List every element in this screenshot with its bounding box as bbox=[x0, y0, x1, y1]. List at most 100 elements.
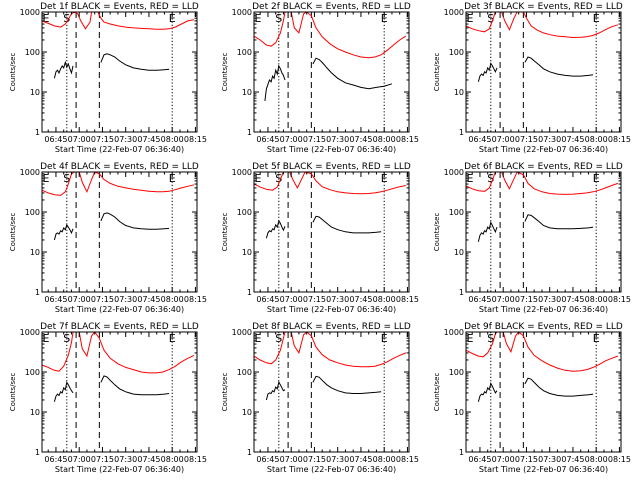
y-tick-label: 100 bbox=[237, 208, 252, 217]
panel-title: Det 4f BLACK = Events, RED = LLD bbox=[40, 162, 199, 172]
series-events-line bbox=[312, 375, 382, 394]
y-tick-label: 10 bbox=[242, 248, 252, 257]
marker-label: S bbox=[275, 332, 282, 345]
x-tick-label: 07:00 bbox=[492, 295, 515, 304]
x-tick-label: 06:45 bbox=[44, 295, 67, 304]
y-axis-label: Counts/sec bbox=[433, 53, 441, 92]
x-tick-label: 08:00 bbox=[373, 295, 396, 304]
y-tick-label: 100 bbox=[449, 368, 464, 377]
x-tick-label: 07:45 bbox=[561, 295, 584, 304]
series-events-line bbox=[312, 57, 393, 90]
marker-label: E bbox=[593, 172, 600, 185]
x-tick-label: 08:15 bbox=[608, 135, 631, 144]
x-axis-label: Start Time (22-Feb-07 06:36:40) bbox=[55, 145, 184, 154]
x-tick-label: 08:15 bbox=[184, 455, 207, 464]
y-tick-label: 1000 bbox=[232, 328, 252, 337]
marker-label: S bbox=[63, 172, 70, 185]
y-tick-label: 10 bbox=[242, 88, 252, 97]
panel-title: Det 5f BLACK = Events, RED = LLD bbox=[252, 162, 411, 172]
series-events-line bbox=[524, 214, 594, 230]
x-tick-label: 07:15 bbox=[515, 135, 538, 144]
y-tick-label: 100 bbox=[237, 368, 252, 377]
x-tick-label: 07:15 bbox=[303, 135, 326, 144]
panel-title: Det 6f BLACK = Events, RED = LLD bbox=[464, 162, 623, 172]
series-lld-line bbox=[253, 11, 407, 59]
x-tick-label: 07:00 bbox=[68, 295, 91, 304]
y-tick-label: 10 bbox=[454, 248, 464, 257]
x-tick-label: 08:15 bbox=[396, 295, 419, 304]
x-tick-label: 08:15 bbox=[608, 455, 631, 464]
series-lld-line bbox=[465, 331, 619, 372]
marker-label: E bbox=[593, 332, 600, 345]
y-tick-label: 100 bbox=[449, 208, 464, 217]
x-tick-label: 07:30 bbox=[326, 295, 349, 304]
y-tick-label: 100 bbox=[25, 48, 40, 57]
x-tick-label: 07:45 bbox=[349, 295, 372, 304]
marker-label: E bbox=[467, 172, 474, 185]
series-events-line bbox=[100, 212, 170, 230]
x-tick-label: 07:15 bbox=[91, 135, 114, 144]
y-tick-label: 1000 bbox=[20, 168, 40, 177]
marker-label: E bbox=[43, 12, 50, 25]
series-lld-line bbox=[41, 331, 195, 374]
panel-title: Det 2f BLACK = Events, RED = LLD bbox=[252, 2, 411, 12]
x-axis-label: Start Time (22-Feb-07 06:36:40) bbox=[479, 145, 608, 154]
series-events-line bbox=[524, 377, 594, 397]
panel-title: Det 8f BLACK = Events, RED = LLD bbox=[252, 322, 411, 332]
x-tick-label: 08:15 bbox=[396, 455, 419, 464]
x-tick-label: 08:15 bbox=[184, 295, 207, 304]
y-tick-label: 1000 bbox=[232, 168, 252, 177]
marker-label: E bbox=[43, 332, 50, 345]
x-tick-label: 08:15 bbox=[608, 295, 631, 304]
marker-label: S bbox=[275, 172, 282, 185]
plot-frame bbox=[253, 11, 410, 133]
y-axis-label: Counts/sec bbox=[221, 53, 229, 92]
y-tick-label: 1 bbox=[459, 288, 464, 297]
y-tick-label: 1000 bbox=[444, 168, 464, 177]
y-tick-label: 10 bbox=[30, 88, 40, 97]
y-tick-label: 1 bbox=[35, 288, 40, 297]
plot-frame bbox=[465, 331, 622, 453]
x-tick-label: 07:15 bbox=[303, 295, 326, 304]
marker-label: E bbox=[255, 332, 262, 345]
x-tick-label: 07:00 bbox=[492, 135, 515, 144]
y-tick-label: 10 bbox=[454, 408, 464, 417]
x-tick-label: 08:00 bbox=[585, 295, 608, 304]
x-tick-label: 07:15 bbox=[91, 295, 114, 304]
y-tick-label: 10 bbox=[454, 88, 464, 97]
series-events-line bbox=[53, 223, 74, 241]
x-tick-label: 07:45 bbox=[349, 135, 372, 144]
y-tick-label: 10 bbox=[30, 248, 40, 257]
y-tick-label: 1 bbox=[247, 288, 252, 297]
y-tick-label: 1 bbox=[247, 128, 252, 137]
series-events-line bbox=[264, 64, 286, 101]
marker-label: E bbox=[381, 12, 388, 25]
x-tick-label: 07:00 bbox=[68, 455, 91, 464]
series-events-line bbox=[265, 380, 286, 401]
x-axis-label: Start Time (22-Feb-07 06:36:40) bbox=[479, 305, 608, 314]
y-axis-label: Counts/sec bbox=[433, 373, 441, 412]
x-tick-label: 06:45 bbox=[44, 135, 67, 144]
x-axis-label: Start Time (22-Feb-07 06:36:40) bbox=[55, 465, 184, 474]
x-tick-label: 07:30 bbox=[114, 295, 137, 304]
x-tick-label: 07:30 bbox=[326, 135, 349, 144]
x-tick-label: 07:30 bbox=[326, 455, 349, 464]
panel-title: Det 9f BLACK = Events, RED = LLD bbox=[464, 322, 623, 332]
marker-label: S bbox=[487, 12, 494, 25]
series-events-line bbox=[524, 56, 594, 77]
y-tick-label: 1000 bbox=[444, 328, 464, 337]
marker-label: E bbox=[381, 332, 388, 345]
plot-frame bbox=[465, 11, 622, 133]
x-tick-label: 08:00 bbox=[161, 135, 184, 144]
series-lld-line bbox=[465, 11, 619, 39]
x-tick-label: 07:45 bbox=[561, 135, 584, 144]
marker-label: S bbox=[487, 332, 494, 345]
series-lld-line bbox=[253, 171, 406, 195]
series-events-line bbox=[265, 219, 286, 239]
y-tick-label: 1000 bbox=[444, 8, 464, 17]
x-tick-label: 07:00 bbox=[492, 455, 515, 464]
